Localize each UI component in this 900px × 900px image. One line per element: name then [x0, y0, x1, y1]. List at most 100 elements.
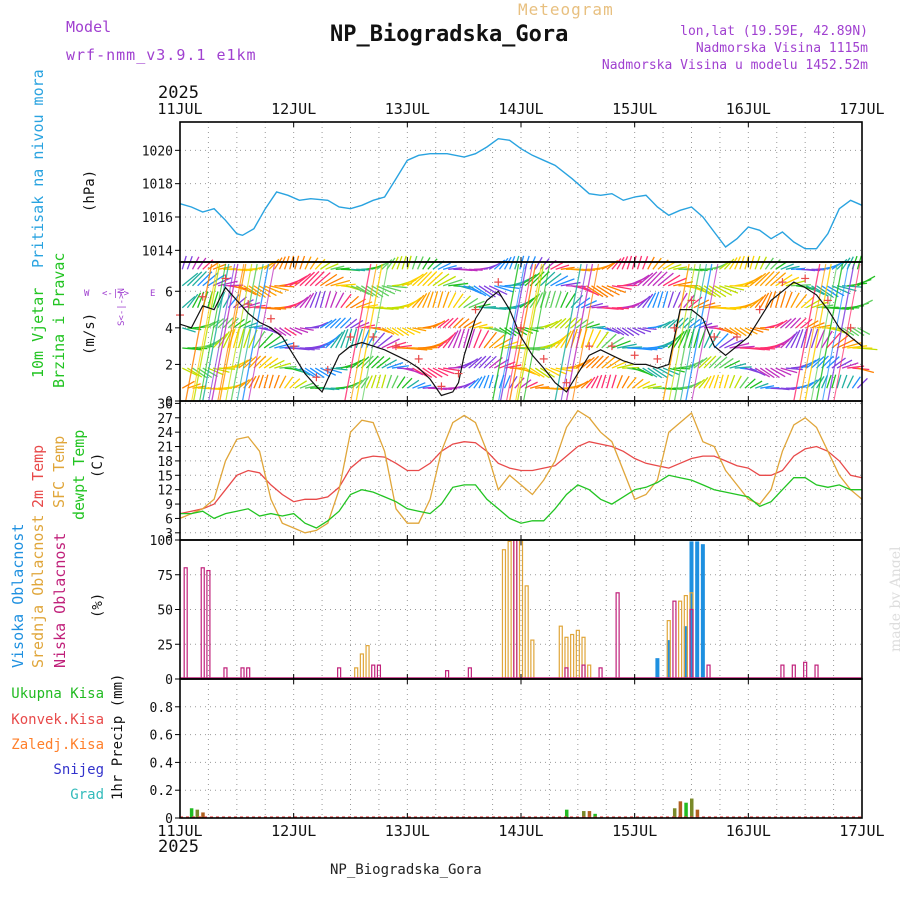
wind-streak [185, 263, 213, 402]
sfc-temp-line [179, 409, 863, 534]
wind-barb [340, 329, 349, 349]
wind-barb [683, 294, 696, 309]
wind-barb [314, 291, 322, 308]
wind-barb [749, 347, 771, 351]
wind-barb [294, 327, 309, 334]
wind-barb [274, 285, 295, 288]
wind-barb [499, 285, 520, 290]
wind-barb [386, 327, 400, 336]
wind-barb [494, 307, 512, 310]
wind-barb [800, 381, 815, 389]
sfc-temp-label: SFC Temp [50, 435, 68, 508]
legend-conv-precip: Konvek.Kisa [11, 712, 104, 728]
wind-barb [703, 304, 721, 309]
wind-barb [693, 357, 708, 369]
wind-barb [494, 327, 508, 335]
wind-streak [673, 263, 702, 402]
wind-barb [314, 367, 331, 378]
wind-barb [780, 333, 796, 349]
meteogram-label: Meteogram [518, 0, 614, 19]
y-tick-label: 0.8 [150, 701, 173, 716]
wind-barb [785, 317, 797, 329]
wind-barb [468, 377, 480, 389]
wind-barb [560, 330, 572, 349]
low-cloud-bar [376, 664, 382, 680]
low-cloud-bar [183, 567, 188, 680]
wind-barb [847, 345, 868, 349]
wind-barb [432, 320, 446, 329]
wind-barb [324, 291, 332, 308]
wind-barb [734, 256, 742, 270]
precip-bar [201, 812, 205, 818]
y-tick-label: 50 [157, 604, 173, 619]
wind-barb [319, 291, 326, 308]
wind-barb [550, 318, 563, 329]
wind-barb [299, 347, 320, 350]
precip-bar [672, 808, 677, 818]
x-tick-label-bottom: 12JUL [271, 822, 316, 840]
wind-barb [442, 291, 450, 308]
wind-barb [698, 377, 709, 389]
wind-barb [427, 271, 443, 287]
wind-streak [827, 263, 855, 402]
wind-barb [713, 333, 729, 349]
wind-streak [523, 263, 551, 402]
low-cloud-bar [791, 664, 796, 680]
wind-barb [468, 285, 487, 297]
wind-barb [729, 342, 750, 349]
precip-bar [678, 801, 683, 818]
x-tick-label-top: 14JUL [498, 100, 543, 118]
y-tick-label: 75 [157, 569, 173, 584]
wind-barb [191, 292, 202, 309]
wind-barb [810, 377, 822, 389]
wind-barb [452, 293, 464, 309]
wind-barb [243, 301, 261, 309]
wind-barb [836, 338, 856, 349]
wind-barb [601, 356, 616, 369]
wind-barb [187, 367, 203, 378]
wind-barb [443, 367, 461, 372]
wind-barb [785, 291, 793, 308]
wind-barb [662, 291, 669, 308]
wind-barb [350, 319, 364, 329]
wind-barb [340, 317, 352, 329]
wind-barb [335, 317, 346, 329]
wind-barb [642, 293, 654, 309]
wind-barb [462, 328, 470, 349]
wind-barb [274, 342, 294, 349]
precip-bar [564, 809, 569, 818]
wind-barb [181, 367, 198, 377]
wind-barb [718, 336, 737, 349]
wind-barb [703, 329, 714, 349]
wind-barb [212, 318, 224, 329]
wind-barb [621, 256, 629, 270]
wind-barb [550, 275, 569, 287]
wind-barb [565, 317, 577, 329]
wind-barb [826, 332, 841, 349]
wind-streak [685, 263, 713, 402]
wind-streak [236, 263, 264, 402]
dewpt-label: dewpt Temp [70, 429, 88, 520]
wind-barb [315, 321, 329, 329]
wind-barb [580, 356, 595, 369]
wind-barb [524, 367, 541, 377]
wind-barb [253, 285, 271, 298]
wind-streak [679, 263, 707, 402]
wind-barb [764, 291, 773, 308]
wind-streak [350, 263, 378, 402]
wind-barb [355, 328, 363, 349]
wind-barb [851, 376, 861, 389]
footer-station: NP_Biogradska_Gora [330, 862, 482, 878]
wind-barb [586, 302, 603, 309]
wind-barb [708, 285, 727, 298]
temp2m-line [179, 441, 863, 515]
wind-barb [657, 272, 674, 287]
wind-barb [284, 376, 294, 389]
y-tick-label: 0 [165, 812, 173, 827]
wind-barb [437, 275, 456, 287]
wind-barb [355, 285, 374, 297]
wind-label-1: 10m Vjetar [29, 287, 47, 378]
wind-barb [427, 291, 434, 308]
wind-barb [642, 347, 663, 350]
legend-snow: Snijeg [53, 762, 104, 778]
